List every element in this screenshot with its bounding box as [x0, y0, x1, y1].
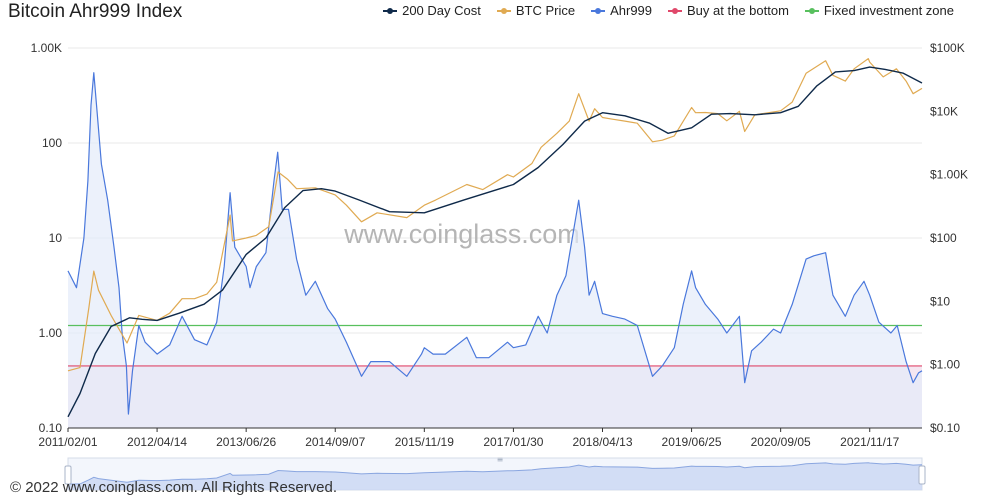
navigator-line: [67, 462, 923, 485]
x-tick-label: 2013/06/26: [216, 435, 276, 449]
x-tick-label: 2012/04/14: [127, 435, 187, 449]
watermark: www.coinglass.com: [343, 219, 580, 249]
navigator-area: [68, 462, 922, 490]
legend-swatch: [591, 7, 606, 14]
x-tick-label: 2021/11/17: [840, 435, 899, 449]
x-tick-label: 2011/02/01: [38, 435, 97, 449]
legend-item-buy-at-the-bottom[interactable]: Buy at the bottom: [668, 3, 789, 18]
legend-swatch: [383, 7, 398, 14]
legend-label: Buy at the bottom: [687, 3, 789, 18]
legend-item-btc-price[interactable]: BTC Price: [496, 3, 576, 18]
y-right-tick-label: $100K: [930, 41, 965, 55]
legend: 200 Day Cost BTC Price Ahr999 Buy at the bo…: [383, 3, 954, 18]
y-left-tick-label: 100: [42, 136, 62, 150]
navigator-handle-right[interactable]: [918, 465, 926, 485]
y-right-tick-label: $1.00: [930, 358, 960, 372]
y-right-tick-label: $1.00K: [930, 168, 968, 182]
y-right-tick-label: $10K: [930, 104, 958, 118]
navigator-handle-left[interactable]: [64, 465, 72, 485]
legend-label: Ahr999: [610, 3, 653, 18]
legend-swatch: [496, 7, 511, 14]
y-left-tick-label: 1.00K: [31, 41, 62, 55]
range-navigator[interactable]: ≡: [64, 455, 926, 491]
btc-price-line[interactable]: [67, 57, 923, 372]
cost-200-day-line[interactable]: [67, 66, 923, 418]
legend-label: BTC Price: [515, 3, 576, 18]
y-right-tick-label: $0.10: [930, 421, 960, 435]
x-tick-label: 2020/09/05: [751, 435, 811, 449]
legend-item-200-day-cost[interactable]: 200 Day Cost: [383, 3, 481, 18]
legend-item-ahr999[interactable]: Ahr999: [591, 3, 652, 18]
y-right-tick-label: $100: [930, 231, 957, 245]
x-tick-label: 2017/01/30: [483, 435, 543, 449]
y-right-tick-label: $10: [930, 294, 950, 308]
x-tick-label: 2015/11/19: [395, 435, 454, 449]
x-tick-label: 2018/04/13: [572, 435, 632, 449]
legend-item-fixed-investment-zone[interactable]: Fixed investment zone: [804, 3, 954, 18]
x-tick-label: 2019/06/25: [662, 435, 722, 449]
y-left-tick-label: 1.00: [39, 326, 63, 340]
y-left-tick-label: 10: [49, 231, 63, 245]
ahr999-line[interactable]: [67, 72, 923, 415]
navigator-grip-icon[interactable]: ≡: [497, 455, 504, 464]
legend-swatch: [668, 7, 683, 14]
copyright-footer: © 2022 www.coinglass.com. All Rights Res…: [10, 479, 338, 496]
y-left-tick-label: 0.10: [39, 421, 63, 435]
legend-swatch: [804, 7, 819, 14]
ahr999-area: [68, 72, 922, 428]
legend-label: 200 Day Cost: [402, 3, 481, 18]
chart-title: Bitcoin Ahr999 Index: [8, 1, 183, 22]
legend-label: Fixed investment zone: [823, 3, 954, 18]
x-tick-label: 2014/09/07: [305, 435, 365, 449]
